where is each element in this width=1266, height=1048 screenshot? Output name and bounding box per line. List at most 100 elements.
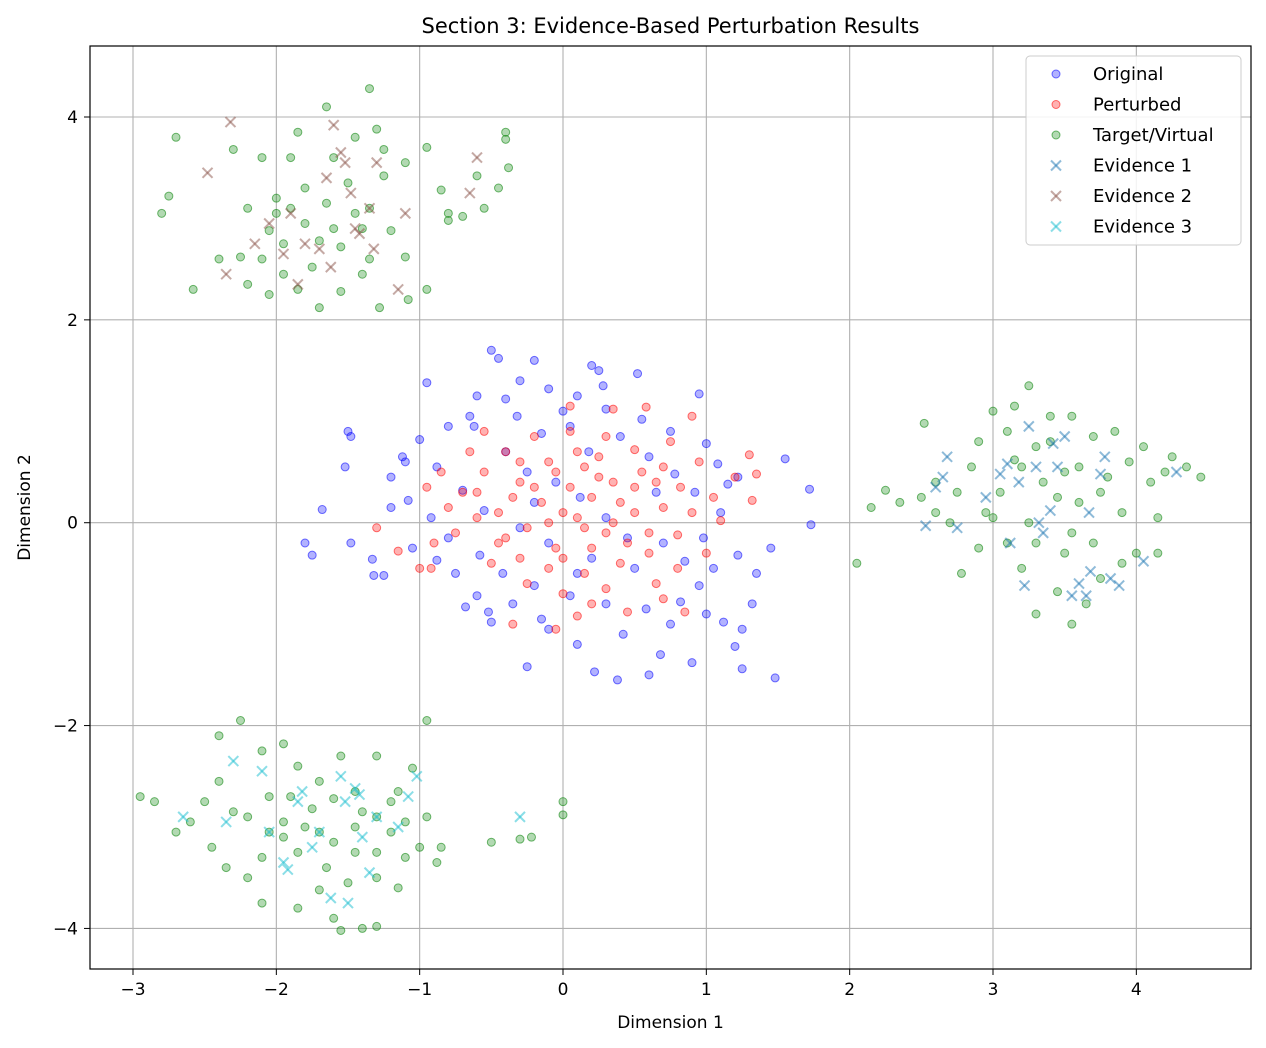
data-point — [249, 238, 261, 250]
data-point — [637, 414, 647, 424]
data-point — [357, 807, 367, 817]
data-point — [658, 503, 668, 512]
data-point — [403, 295, 413, 305]
data-point — [403, 495, 413, 505]
data-point — [494, 183, 503, 193]
data-point — [369, 570, 379, 580]
data-point — [207, 842, 217, 852]
data-point — [630, 508, 640, 518]
data-point — [293, 903, 303, 913]
x-tick-label: −1 — [407, 980, 432, 1000]
plot-frame — [89, 45, 1252, 970]
data-point — [329, 913, 339, 923]
data-point — [220, 816, 232, 828]
data-point — [486, 558, 496, 568]
data-point — [327, 119, 340, 131]
data-point — [335, 146, 347, 159]
data-point — [572, 611, 582, 621]
data-point — [350, 208, 360, 218]
data-point — [479, 203, 489, 213]
data-point — [805, 484, 815, 494]
data-point — [529, 355, 539, 365]
x-tick-label: −3 — [120, 980, 145, 1000]
data-point — [486, 837, 496, 847]
data-point — [365, 84, 374, 94]
data-point — [580, 568, 589, 578]
data-point — [296, 785, 308, 798]
data-point — [590, 667, 600, 677]
data-point — [400, 158, 410, 168]
data-point — [411, 770, 423, 782]
data-point — [598, 381, 608, 391]
data-point — [676, 482, 686, 492]
data-point — [257, 153, 267, 163]
data-point — [866, 503, 876, 512]
data-point — [1053, 587, 1062, 597]
data-point — [336, 242, 346, 252]
data-point — [601, 432, 611, 441]
data-point — [601, 513, 611, 523]
data-point — [415, 435, 425, 445]
data-point — [895, 497, 905, 507]
data-point — [422, 716, 432, 725]
data-point — [415, 563, 425, 573]
data-point — [307, 262, 317, 272]
data-point — [623, 533, 632, 543]
data-point — [236, 716, 245, 725]
data-point — [1038, 477, 1048, 487]
legend-label: Target/Virtual — [1092, 125, 1214, 146]
data-point — [243, 812, 253, 822]
y-tick-label: 2 — [67, 311, 78, 331]
data-point — [329, 794, 339, 804]
data-point — [747, 495, 757, 505]
data-point — [937, 471, 949, 483]
data-point — [1080, 590, 1092, 602]
data-point — [608, 518, 618, 528]
data-point — [1024, 381, 1034, 391]
data-point — [314, 303, 324, 313]
data-point — [185, 817, 195, 827]
data-point — [515, 834, 525, 844]
data-point — [279, 239, 288, 249]
data-point — [694, 581, 704, 591]
legend-label: Evidence 3 — [1093, 217, 1192, 238]
data-point — [293, 127, 303, 137]
data-point — [393, 883, 403, 893]
data-point — [243, 279, 253, 289]
data-point — [325, 892, 337, 904]
data-point — [336, 286, 346, 296]
axis-ticks: −3 −2 −1 0 1 2 3 4 −4 −2 0 2 4 — [53, 108, 1142, 1000]
data-point — [1067, 411, 1077, 421]
data-point — [988, 406, 998, 416]
data-point — [339, 156, 351, 169]
data-point — [458, 211, 468, 221]
data-point — [498, 568, 508, 578]
data-point — [397, 452, 407, 462]
data-point — [314, 236, 324, 246]
data-point — [508, 599, 518, 609]
data-point — [587, 543, 597, 553]
x-tick-label: 2 — [844, 980, 855, 1000]
data-point — [325, 261, 337, 273]
y-tick-label: 0 — [67, 514, 78, 534]
data-point — [980, 491, 992, 504]
data-point — [658, 462, 668, 472]
data-point — [594, 452, 604, 462]
data-point — [157, 208, 167, 218]
data-point — [443, 208, 453, 218]
data-point — [443, 215, 453, 225]
data-point — [307, 550, 317, 560]
data-point — [243, 873, 253, 883]
data-point — [150, 797, 159, 807]
data-point — [529, 482, 539, 492]
data-point — [687, 411, 697, 421]
data-point — [372, 751, 382, 761]
data-point — [370, 156, 383, 169]
data-point — [386, 827, 396, 837]
data-point — [601, 404, 611, 414]
data-point — [916, 492, 926, 502]
data-point — [307, 804, 317, 814]
data-point — [1104, 572, 1117, 585]
data-point — [1001, 458, 1014, 470]
